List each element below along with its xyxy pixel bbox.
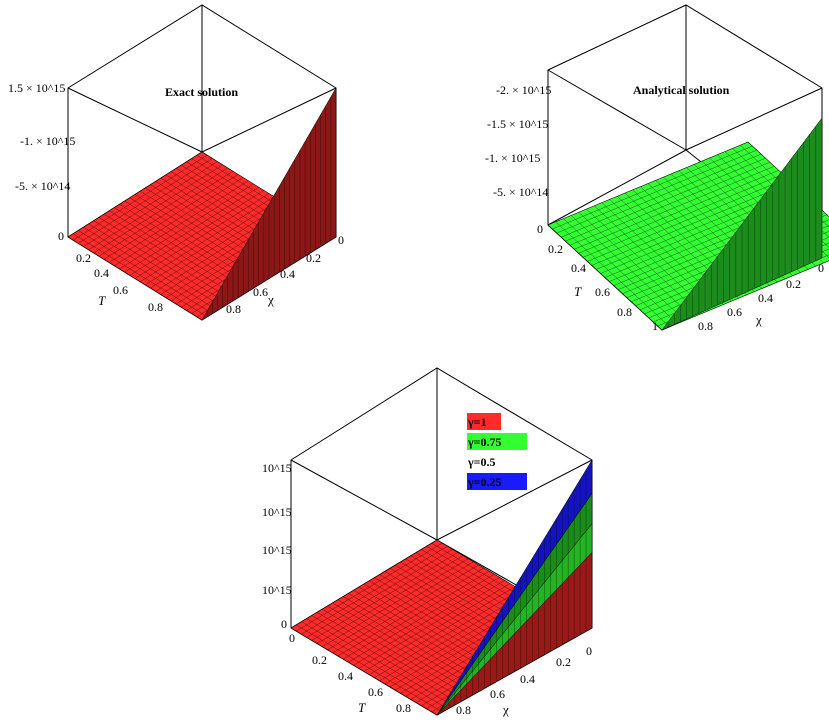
panel1-ztick-2: -1. × 10^15 (20, 134, 75, 148)
panel1-floor-gridline (134, 193, 270, 279)
panel1-ztick-1: -5. × 10^14 (15, 179, 70, 193)
panel3-floor-gridline (369, 586, 516, 675)
panel1-ytick-2: 0.4 (94, 266, 109, 280)
panel1-xtick-1: 0.2 (306, 251, 321, 265)
legend-swatch-gamma-0.25 (467, 473, 527, 490)
panel3-ytick-0: 0 (289, 631, 295, 645)
panel3-ztick-1: 10^15 (262, 583, 292, 597)
panel3-floor-gridline (374, 589, 521, 678)
legend-swatch-gamma-0.5 (467, 453, 517, 470)
panel3-wall-surfaces (436, 459, 593, 716)
panel2-ytick-0: 0 (537, 222, 543, 236)
panel3-xlabel: χ (502, 702, 509, 717)
panel3-xtick-0: 0 (586, 644, 592, 658)
panel1-ztick-0: 0 (58, 229, 64, 243)
panel3-xtick-3: 0.6 (490, 687, 505, 701)
panel2-ytick-4: 0.8 (617, 305, 632, 319)
panel2-xtick-4: 0.8 (698, 319, 713, 333)
panel3-legend: γ=1 γ=0.75 γ=0.5 γ=0.25 (467, 413, 527, 490)
panel3-floor-gridline (363, 583, 511, 672)
panel3-xtick-4: 0.8 (456, 703, 471, 717)
panel3-ytick-1: 0.2 (312, 653, 327, 667)
panel2-ytick-1: 0.2 (548, 242, 563, 256)
panel1-ytick-4: 0.8 (148, 300, 163, 314)
panel3-xtick-2: 0.4 (520, 672, 535, 686)
panel2-ztick-0: -5. × 10^14 (493, 185, 548, 199)
panel1-floor-gridline (140, 196, 275, 282)
legend-swatch-gamma-1 (467, 413, 501, 430)
panel2-xtick-0: 0 (818, 261, 824, 275)
panel3-ytick-4: 0.8 (396, 701, 411, 715)
panel1-xtick-4: 0.8 (226, 302, 241, 316)
panel3-xtick-1: 0.2 (556, 655, 571, 669)
panel2-ztick-1: -1. × 10^15 (485, 151, 540, 165)
legend-label-gamma-0.75: γ=0.75 (467, 435, 501, 449)
panel3-floor-gridline (379, 592, 526, 681)
panel1-floor-gridline (145, 199, 280, 286)
panel-analytical-solution: Analytical solution -2. × 10^15 -1.5 × 1… (485, 4, 829, 333)
panel3-ztick-3: 10^15 (262, 505, 292, 519)
panel-gamma-comparison: 10^15 10^15 10^15 10^15 0 0 0.2 0.4 0.6 … (262, 367, 593, 717)
panel2-wall-surface (661, 117, 823, 331)
panel3-ztick-4: 10^15 (262, 461, 292, 475)
panel2-title: Analytical solution (633, 83, 730, 97)
panel1-xtick-3: 0.6 (253, 285, 268, 299)
panel3-ytick-2: 0.4 (338, 669, 353, 683)
panel2-ztick-3: -2. × 10^15 (496, 83, 551, 97)
panel1-title: Exact solution (165, 85, 238, 99)
panel3-ylabel: T (358, 700, 366, 715)
legend-label-gamma-1: γ=1 (467, 415, 486, 429)
legend-label-gamma-0.25: γ=0.25 (467, 475, 501, 489)
panel2-ylabel: T (574, 284, 582, 299)
panel2-ztick-2: -1.5 × 10^15 (487, 117, 548, 131)
panel1-xtick-2: 0.4 (280, 267, 295, 281)
panel3-ztick-0: 0 (281, 617, 287, 631)
panel2-xtick-1: 0.2 (786, 277, 801, 291)
panel1-ytick-1: 0.2 (76, 251, 91, 265)
panel2-ytick-2: 0.4 (571, 261, 586, 275)
panel2-xlabel: χ (755, 312, 762, 327)
legend-swatch-gamma-0.75 (467, 433, 527, 450)
panel3-ytick-3: 0.6 (368, 685, 383, 699)
panel1-xlabel: χ (267, 292, 274, 307)
panel1-ylabel: T (98, 293, 106, 308)
panel2-xtick-3: 0.6 (727, 305, 742, 319)
panel1-ztick-3: 1.5 × 10^15 (8, 81, 65, 95)
panel2-ytick-3: 0.6 (595, 285, 610, 299)
panel-exact-solution: Exact solution 1.5 × 10^15 -1. × 10^15 -… (8, 4, 344, 321)
panel1-ytick-3: 0.6 (113, 283, 128, 297)
panel1-xtick-0: 0 (338, 233, 344, 247)
panel3-ztick-2: 10^15 (262, 543, 292, 557)
panel2-floor-edge (547, 141, 829, 331)
panel2-xtick-2: 0.4 (758, 291, 773, 305)
panel2-ytick-5: 1 (652, 319, 658, 333)
legend-label-gamma-0.5: γ=0.5 (467, 455, 495, 469)
panel1-wall-surface (201, 87, 337, 321)
